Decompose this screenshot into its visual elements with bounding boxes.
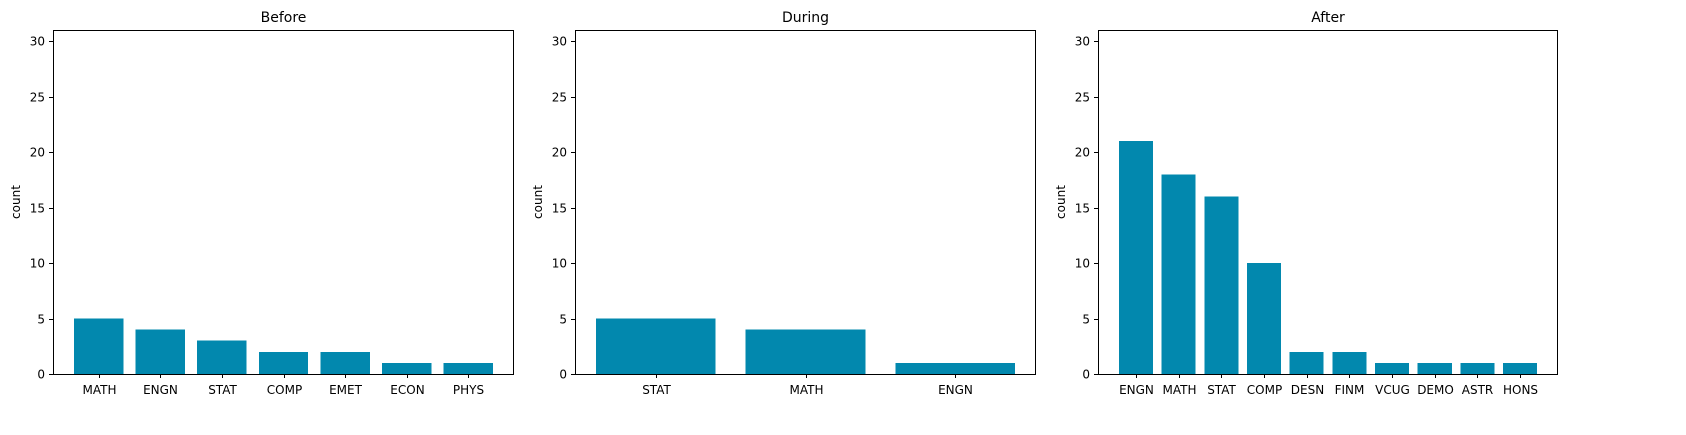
x-tick-label-before-phys: PHYS — [453, 383, 484, 397]
y-axis-label-before: count — [9, 185, 23, 219]
y-tick-label-before: 30 — [30, 35, 45, 49]
chart-title-during: During — [782, 10, 829, 26]
y-tick-label-after: 20 — [1075, 146, 1090, 160]
bar-before-emet — [320, 351, 370, 374]
chart-title-before: Before — [261, 10, 307, 26]
x-tick-label-during-stat: STAT — [642, 383, 671, 397]
bar-after-desn — [1289, 351, 1324, 374]
y-ticks-before: 0 5 10 15 20 25 30 — [30, 35, 53, 382]
x-tick-label-before-econ: ECON — [390, 383, 424, 397]
x-tick-label-before-stat: STAT — [208, 383, 237, 397]
chart-title-after: After — [1311, 10, 1345, 26]
x-tick-label-after-astr: ASTR — [1462, 383, 1494, 397]
bars-after — [1118, 140, 1538, 374]
y-tick-label-after: 15 — [1075, 202, 1090, 216]
y-tick-label-after: 0 — [1082, 368, 1090, 382]
y-tick-label-after: 30 — [1075, 35, 1090, 49]
x-tick-label-after-desn: DESN — [1291, 383, 1324, 397]
y-tick-label-before: 5 — [37, 313, 45, 327]
x-tick-label-after-stat: STAT — [1207, 383, 1236, 397]
x-tick-label-before-comp: COMP — [267, 383, 302, 397]
bar-before-stat — [197, 340, 247, 374]
x-tick-label-after-hons: HONS — [1503, 383, 1538, 397]
y-tick-label-during: 25 — [552, 91, 567, 105]
x-tick-label-after-math: MATH — [1163, 383, 1197, 397]
x-tick-label-during-engn: ENGN — [938, 383, 973, 397]
x-tick-label-before-math: MATH — [83, 383, 117, 397]
y-ticks-during: 0 5 10 15 20 25 30 — [552, 35, 575, 382]
bar-during-engn — [895, 362, 1016, 374]
y-tick-label-during: 15 — [552, 202, 567, 216]
y-tick-label-after: 10 — [1075, 257, 1090, 271]
bar-after-demo — [1417, 362, 1452, 374]
x-ticks-before: MATH ENGN STAT COMP EMET ECON PHYS — [83, 374, 484, 397]
x-tick-label-during-math: MATH — [790, 383, 824, 397]
y-tick-label-before: 10 — [30, 257, 45, 271]
x-tick-label-after-finm: FINM — [1335, 383, 1365, 397]
bar-after-vcug — [1374, 362, 1410, 374]
x-tick-label-after-comp: COMP — [1247, 383, 1282, 397]
x-ticks-after: ENGN MATH STAT COMP DESN FINM VCUG DEMO ASTR HONS — [1119, 374, 1538, 397]
y-axis-label-during: count — [531, 185, 545, 219]
x-tick-label-after-demo: DEMO — [1417, 383, 1454, 397]
y-tick-label-after: 25 — [1075, 91, 1090, 105]
y-tick-label-during: 0 — [559, 368, 567, 382]
bars-before — [73, 318, 494, 374]
subplot-during: During count 0 5 10 15 20 25 30 STAT MATH ENGN — [531, 10, 1036, 397]
x-ticks-during: STAT MATH ENGN — [642, 374, 973, 397]
x-tick-label-after-vcug: VCUG — [1375, 383, 1410, 397]
y-tick-label-before: 20 — [30, 146, 45, 160]
y-tick-label-during: 5 — [559, 313, 567, 327]
bar-before-math — [73, 318, 124, 374]
y-tick-label-before: 0 — [37, 368, 45, 382]
bar-before-engn — [135, 329, 185, 374]
bar-after-engn — [1118, 140, 1154, 374]
y-tick-label-before: 25 — [30, 91, 45, 105]
x-tick-label-before-emet: EMET — [329, 383, 363, 397]
y-tick-label-during: 30 — [552, 35, 567, 49]
y-tick-label-before: 15 — [30, 202, 45, 216]
bars-during — [595, 318, 1016, 374]
bar-after-stat — [1204, 196, 1239, 374]
subplot-after: After count 0 5 10 15 20 25 30 ENGN MATH STAT COM… — [1054, 10, 1558, 397]
bar-during-stat — [595, 318, 716, 374]
plot-frame-before — [53, 30, 514, 375]
subplot-before: Before count 0 5 10 15 20 25 30 MATH ENGN STAT CO… — [9, 10, 514, 397]
bar-before-phys — [443, 362, 494, 374]
bar-after-finm — [1332, 351, 1367, 374]
bar-before-comp — [258, 351, 309, 374]
y-axis-label-after: count — [1054, 185, 1068, 219]
y-tick-label-during: 10 — [552, 257, 567, 271]
bar-after-comp — [1246, 263, 1282, 374]
y-ticks-after: 0 5 10 15 20 25 30 — [1075, 35, 1098, 382]
bar-during-math — [745, 329, 866, 374]
x-tick-label-after-engn: ENGN — [1119, 383, 1154, 397]
bar-before-econ — [382, 362, 432, 374]
bar-after-hons — [1502, 362, 1538, 374]
plot-frame-during — [575, 30, 1036, 375]
y-tick-label-during: 20 — [552, 146, 567, 160]
x-tick-label-before-engn: ENGN — [143, 383, 178, 397]
y-tick-label-after: 5 — [1082, 313, 1090, 327]
bar-after-math — [1161, 174, 1196, 374]
plot-frame-after — [1098, 30, 1558, 375]
bar-after-astr — [1460, 362, 1495, 374]
